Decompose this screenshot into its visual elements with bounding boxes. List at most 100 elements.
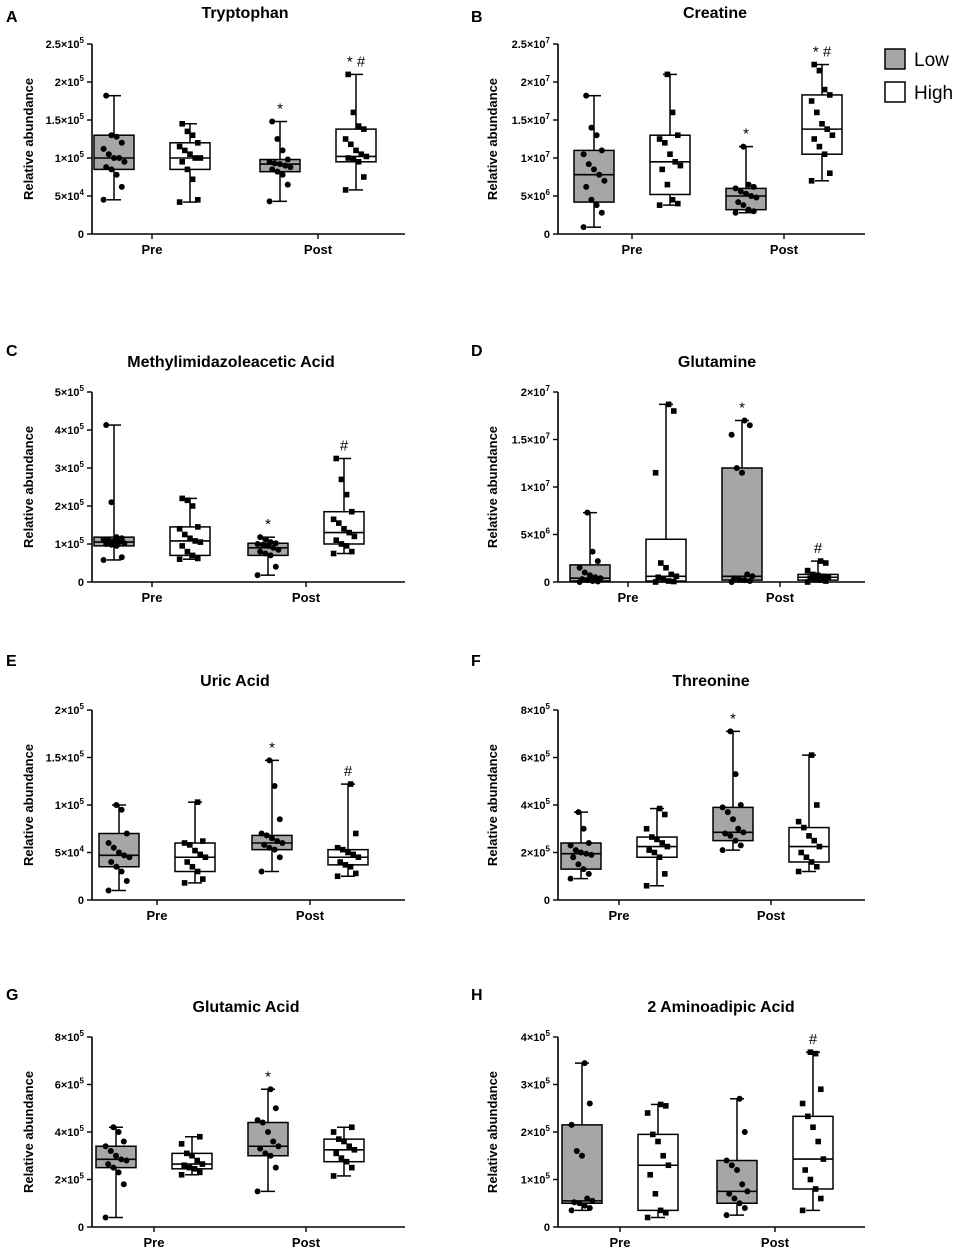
data-point <box>795 868 802 875</box>
y-tick-mantissa: 5×10 <box>55 848 80 860</box>
data-point <box>358 151 364 157</box>
data-point <box>330 1173 337 1179</box>
data-point <box>118 554 125 561</box>
data-point <box>181 880 188 886</box>
box-high-pre <box>636 805 678 889</box>
x-tick-label: Post <box>292 1235 321 1249</box>
y-tick-exponent: 5 <box>546 1172 551 1181</box>
y-tick-mantissa: 1.5×10 <box>46 115 80 127</box>
data-point <box>266 158 273 165</box>
data-point <box>347 781 354 787</box>
data-point <box>667 151 673 157</box>
data-point <box>276 854 283 861</box>
data-point <box>817 558 824 564</box>
data-point <box>262 536 269 543</box>
data-point <box>799 1100 806 1107</box>
data-point <box>189 863 196 870</box>
y-tick-label: 1.5×107 <box>512 432 551 447</box>
data-point <box>744 1188 751 1195</box>
data-point <box>336 520 342 526</box>
box-low-pre <box>95 1124 137 1221</box>
data-point <box>664 843 671 850</box>
data-point <box>110 1124 117 1131</box>
y-tick-mantissa: 0 <box>78 1222 84 1234</box>
data-point <box>284 181 291 188</box>
panel-letter: A <box>6 9 18 26</box>
data-point <box>669 197 676 203</box>
data-point <box>821 86 828 93</box>
y-tick-mantissa: 3×10 <box>55 463 80 475</box>
legend-high-label: High <box>914 83 953 104</box>
data-point <box>812 1050 819 1057</box>
y-tick-mantissa: 1×10 <box>521 153 546 165</box>
y-tick-exponent: 7 <box>546 74 551 83</box>
data-point <box>665 578 672 584</box>
data-point <box>734 1167 740 1173</box>
data-point <box>118 806 125 813</box>
data-point <box>254 572 261 579</box>
data-point <box>274 136 281 142</box>
y-tick-exponent: 7 <box>546 479 551 488</box>
data-point <box>267 1086 274 1093</box>
box-low-post <box>716 1095 758 1219</box>
data-point <box>202 854 209 861</box>
data-point <box>593 202 600 209</box>
y-tick-mantissa: 6×10 <box>55 1080 80 1092</box>
data-point <box>108 166 115 173</box>
data-point <box>570 854 577 861</box>
data-point <box>197 1133 203 1140</box>
data-point <box>750 208 757 215</box>
data-point <box>184 497 191 504</box>
data-point <box>263 832 270 839</box>
y-tick-mantissa: 1.5×10 <box>46 753 80 765</box>
box-high-post <box>788 752 830 875</box>
data-point <box>107 1148 114 1154</box>
data-point <box>589 1197 596 1204</box>
data-point <box>279 147 286 154</box>
data-point <box>663 1103 669 1109</box>
data-point <box>664 71 671 78</box>
y-tick-label: 1.5×105 <box>46 112 85 127</box>
data-point <box>353 147 359 154</box>
data-point <box>347 863 354 870</box>
data-point <box>340 846 346 853</box>
y-tick-mantissa: 0 <box>544 895 550 907</box>
data-point <box>275 1143 282 1150</box>
box-iqr <box>649 134 691 196</box>
y-tick-label: 0 <box>544 577 550 589</box>
data-point <box>644 1110 651 1116</box>
y-tick-mantissa: 2×10 <box>521 848 546 860</box>
data-point <box>656 805 663 812</box>
y-tick-label: 6×105 <box>55 1077 85 1092</box>
data-point <box>105 887 112 894</box>
data-point <box>330 1129 337 1135</box>
y-axis-label: Relative abundance <box>21 1071 36 1193</box>
data-point <box>581 569 588 576</box>
data-point <box>184 1150 190 1157</box>
data-point <box>279 840 286 846</box>
box-iqr <box>93 134 135 171</box>
panel-h: H 2 Aminoadipic Acid Relative abundance 0 1×… <box>471 987 865 1249</box>
y-tick-mantissa: 6×10 <box>521 753 546 765</box>
data-point <box>643 825 650 832</box>
box-high-pre <box>649 71 691 208</box>
data-point <box>675 200 681 207</box>
data-point <box>732 185 739 192</box>
y-tick-mantissa: 8×10 <box>55 1032 80 1044</box>
data-point <box>584 1195 591 1202</box>
data-point <box>343 1158 350 1165</box>
data-point <box>351 533 358 540</box>
y-tick-label: 0 <box>78 577 84 589</box>
data-point <box>585 870 592 877</box>
data-point <box>267 1152 274 1159</box>
data-point <box>269 118 276 125</box>
y-tick-exponent: 5 <box>80 384 85 393</box>
significance-marker: # <box>814 540 823 557</box>
data-point <box>811 61 817 68</box>
panel-c: C Methylimidazoleacetic Acid Relative abun… <box>6 343 405 605</box>
y-tick-label: 1.5×105 <box>46 750 85 765</box>
data-point <box>567 842 574 849</box>
box-high-post: # <box>792 1031 834 1214</box>
data-point <box>811 837 817 844</box>
